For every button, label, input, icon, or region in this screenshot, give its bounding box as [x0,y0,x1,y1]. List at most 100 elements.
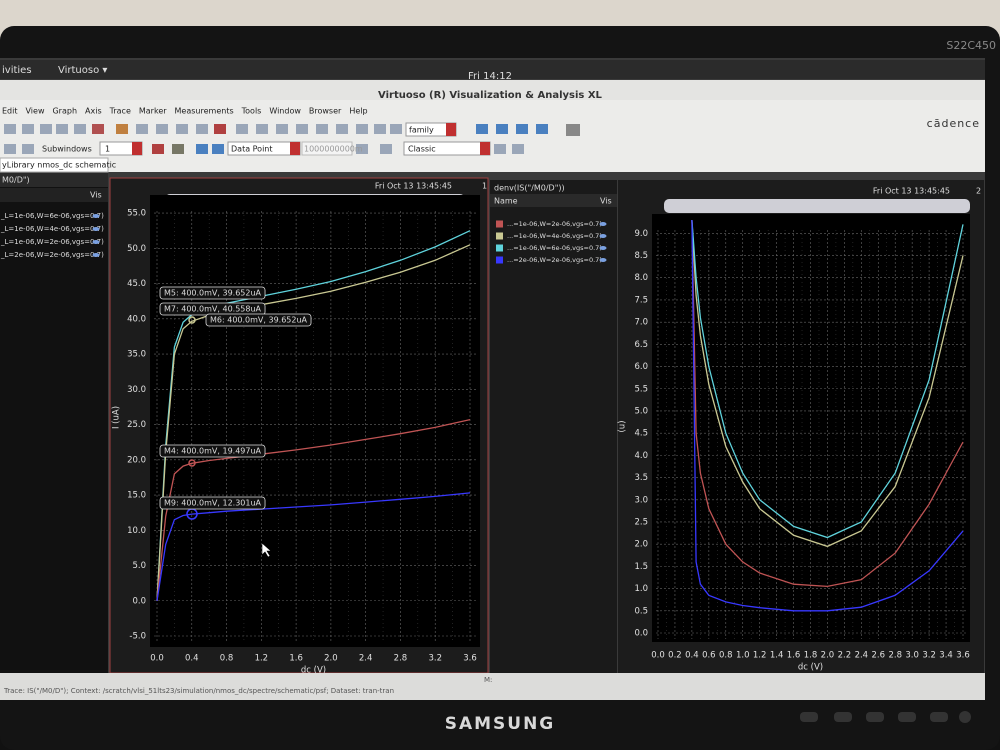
menu-item[interactable]: Axis [85,107,102,116]
dropdown[interactable] [132,142,142,155]
x-tick-label: 0.0 [651,651,665,661]
visibility-icon[interactable] [92,227,100,231]
step-box[interactable] [301,141,353,156]
trace-name[interactable]: _L=2e-06,W=2e-06,vgs=0.7) [0,251,104,259]
legend-entry[interactable]: ...=1e-06,W=6e-06,vgs=0.7) [507,244,602,252]
legend-entry[interactable]: ...=1e-06,W=4e-06,vgs=0.7) [507,232,602,240]
marker-label[interactable]: M7: 400.0mV, 40.558uA [164,305,262,314]
y-tick-label: 25.0 [127,420,146,430]
brand: SAMSUNG [445,714,556,734]
menu-item[interactable]: Help [349,107,367,116]
x-tick-label: 1.6 [787,651,801,661]
visibility-icon[interactable] [599,234,607,238]
y-tick-label: 5.0 [634,406,648,416]
marker-box[interactable] [205,313,312,327]
toolbar-icons [4,124,580,154]
x-tick-label: 1.2 [753,651,767,661]
tab[interactable] [0,157,109,173]
legend-swatch [496,232,503,240]
dropdown[interactable] [446,123,456,136]
marker-label[interactable]: M9: 400.0mV, 12.301uA [164,499,262,508]
x-tick-label: 1.2 [255,654,269,664]
marker-dot[interactable] [188,459,196,467]
visibility-icon[interactable] [599,222,607,226]
menu-item[interactable]: Browser [309,107,342,116]
x-tick-label: 0.2 [668,651,682,661]
zoom-slider[interactable] [664,199,970,213]
y-axis-label: (u) [618,420,628,432]
mouse-cursor [261,542,272,558]
marker-dot[interactable] [188,316,196,324]
y-tick-label: 2.0 [634,540,648,550]
y-tick-label: 7.5 [634,295,648,305]
x-axis-label: dc (V) [798,663,823,673]
y-tick-label: 4.5 [634,429,648,439]
marker-box[interactable] [159,496,266,510]
visibility-icon[interactable] [599,258,607,262]
marker-box[interactable] [159,444,266,458]
marker-box[interactable] [159,286,266,300]
y-tick-label: 7.0 [634,318,648,328]
plot-2-date: Fri Oct 13 13:45:45 [873,187,950,196]
trace-name[interactable]: _L=1e-06,W=2e-06,vgs=0.7) [0,238,104,246]
plot-1-index: 1 [482,182,487,191]
activities[interactable]: ivities [2,65,32,76]
family-field[interactable]: family [409,126,434,135]
visibility-icon[interactable] [92,240,100,244]
x-tick-label: 1.6 [289,654,303,664]
menu-item[interactable]: Graph [52,107,77,116]
window-title: Virtuoso (R) Visualization & Analysis XL [378,90,603,101]
legend-panel [490,180,617,673]
status-bar [0,673,985,700]
model: S22C450 [946,39,996,52]
menu-item[interactable]: Marker [139,107,167,116]
x-tick-label: 0.8 [719,651,733,661]
dropdown[interactable] [480,142,490,155]
menu-item[interactable]: Trace [109,107,131,116]
subwindows-field[interactable]: 1 [105,145,110,154]
visibility-icon[interactable] [92,214,100,218]
legend-swatch [496,244,503,252]
plot-2: 0.0 0.5 1.0 1.5 2.0 2.5 3.0 3.5 4.0 4.5 5.0 5.5 6.0 6… [618,214,970,673]
trace-name[interactable]: _L=1e-06,W=4e-06,vgs=0.7) [0,225,104,233]
step-field[interactable]: 1000000000m [304,145,363,154]
menu-item[interactable]: Window [269,107,301,116]
y-tick-label: 3.0 [634,495,648,505]
legend-entry[interactable]: ...=2e-06,W=2e-06,vgs=0.7) [507,256,602,264]
trace-name[interactable]: _L=1e-06,W=6e-06,vgs=0.7) [0,212,104,220]
menu-item[interactable]: Edit [2,107,18,116]
marker-label[interactable]: M6: 400.0mV, 39.652uA [210,316,308,325]
marker-label[interactable]: M4: 400.0mV, 19.497uA [164,447,262,456]
marker-label[interactable]: M5: 400.0mV, 39.652uA [164,289,262,298]
x-tick-label: 3.6 [956,651,970,661]
app-menu[interactable]: Virtuoso ▾ [58,65,107,76]
x-tick-label: 2.8 [394,654,408,664]
y-tick-label: 4.0 [634,451,648,461]
visibility-icon[interactable] [599,246,607,250]
dropdown[interactable] [290,142,300,155]
menu-item[interactable]: View [26,107,45,116]
plot-2-index: 2 [976,187,981,196]
x-tick-label: 2.4 [359,654,373,664]
legend-entry[interactable]: ...=1e-06,W=2e-06,vgs=0.7) [507,220,602,228]
trace-line [156,230,471,601]
x-tick-label: 1.8 [804,651,818,661]
x-tick-label: 0.4 [185,654,199,664]
menu-item[interactable]: Measurements [175,107,234,116]
menu-item[interactable]: Tools [241,107,262,116]
x-tick-label: 2.2 [838,651,852,661]
snap-field[interactable]: Data Point [231,145,273,154]
top-bar [0,60,985,79]
style-field[interactable]: Classic [408,145,436,154]
clock[interactable]: Fri 14:12 [468,71,512,82]
y-tick-label: 1.5 [634,562,648,572]
visibility-icon[interactable] [92,253,100,257]
y-tick-label: 3.5 [634,473,648,483]
legend-name-header: Name [494,197,518,206]
y-tick-label: 40.0 [127,314,146,324]
y-tick-label: 5.5 [634,384,648,394]
tab-label[interactable]: yLibrary nmos_dc schematic [2,161,116,170]
plot-1-date: Fri Oct 13 13:45:45 [375,182,452,191]
